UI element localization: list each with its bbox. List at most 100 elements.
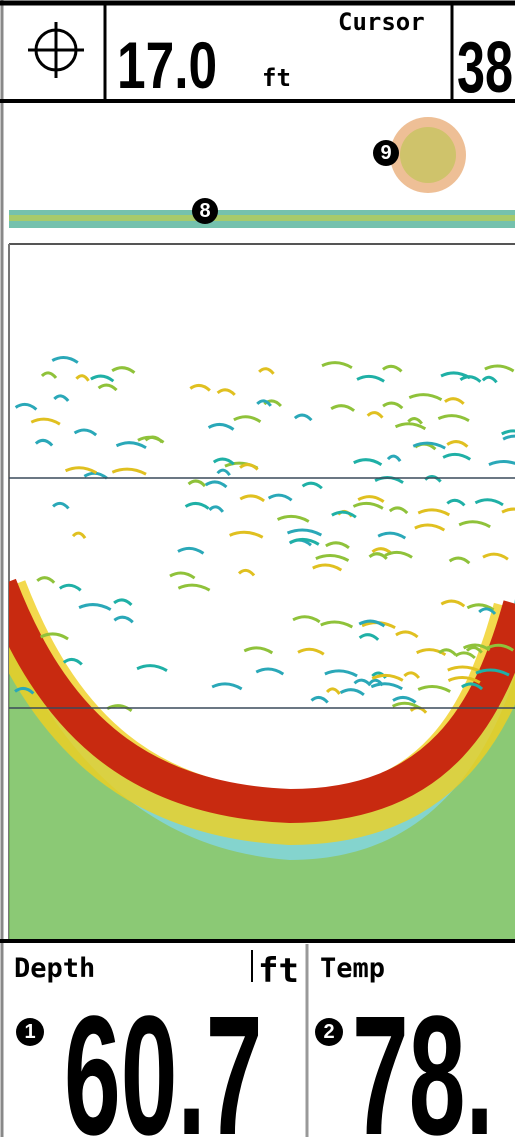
fish-arch	[325, 541, 350, 550]
fish-arch	[321, 361, 353, 370]
fish-school	[400, 127, 456, 183]
fish-arch	[75, 374, 90, 382]
fish-arch	[388, 506, 409, 515]
callout-marker	[16, 1018, 44, 1046]
fish-arch	[324, 669, 358, 678]
fish-arch	[438, 648, 457, 656]
fish-arch	[408, 393, 443, 402]
fish-arch	[315, 554, 350, 562]
fish-arch	[229, 530, 264, 539]
fish-arch	[256, 399, 272, 407]
fish-arch	[233, 415, 262, 424]
fish-arch	[312, 563, 343, 572]
cursor-value: 38	[457, 28, 513, 108]
fish-arch	[414, 523, 446, 532]
fish-arch	[187, 479, 207, 488]
fish-arch	[189, 384, 211, 392]
fish-arch	[466, 603, 495, 612]
fish-arch	[371, 673, 404, 682]
fish-arch	[301, 481, 323, 490]
fish-arch	[292, 615, 321, 624]
fish-arch	[370, 682, 403, 691]
fish-arch	[211, 682, 243, 691]
fish-arch	[444, 397, 465, 405]
fish-arch	[136, 664, 168, 673]
fish-arch	[62, 657, 83, 666]
fish-arch	[267, 493, 293, 502]
fish-arch	[169, 571, 196, 580]
callout-number: 2	[323, 1021, 334, 1043]
fish-arch	[368, 552, 388, 560]
fish-arch	[239, 494, 266, 503]
fish-arch	[216, 388, 236, 396]
fish-arch	[258, 367, 275, 375]
fish-arch	[357, 495, 385, 503]
fish-arch	[484, 364, 515, 373]
fish-arch	[78, 603, 112, 611]
callout-marker	[315, 1018, 343, 1046]
fish-arch	[115, 441, 147, 450]
fish-arch	[40, 371, 58, 379]
fish-arch	[366, 411, 384, 419]
fish-arch	[184, 502, 210, 510]
readout-value: 78.	[352, 980, 494, 1137]
fish-arch	[255, 667, 285, 676]
fish-arch	[353, 458, 383, 467]
fish-arch	[417, 508, 451, 517]
fish-arch	[462, 643, 491, 652]
fish-arch	[97, 383, 118, 392]
fish-arch	[71, 531, 87, 540]
fish-arch	[407, 417, 423, 425]
fish-arch	[446, 498, 466, 507]
fish-arch	[111, 467, 147, 476]
fish-arch	[377, 531, 407, 540]
fish-arch	[310, 695, 329, 704]
fish-arch	[358, 619, 386, 628]
fish-arch	[458, 520, 491, 529]
fish-arch	[239, 463, 259, 471]
fish-arch	[90, 374, 115, 383]
fish-arch	[356, 374, 385, 383]
fish-arch	[113, 615, 134, 624]
fish-arch	[474, 498, 504, 507]
fish-arch	[394, 422, 427, 431]
fish-arch	[276, 514, 310, 523]
fish-arch	[353, 678, 372, 687]
readout-label: Temp	[320, 953, 385, 984]
fish-arch	[34, 438, 54, 447]
cursor-label: Cursor	[338, 8, 425, 36]
fish-arch	[207, 423, 235, 431]
fish-arch	[416, 648, 447, 657]
surface-clutter	[9, 215, 515, 221]
fish-arch	[331, 510, 357, 519]
fish-arch	[488, 460, 515, 467]
fish-arch	[286, 528, 323, 537]
fish-arch	[14, 402, 38, 411]
fish-arch	[461, 682, 484, 691]
fish-arch	[392, 695, 417, 704]
fish-arch	[358, 633, 380, 641]
fish-arch	[465, 646, 483, 654]
fish-arch	[395, 630, 419, 639]
bottom-clutter	[9, 640, 515, 940]
fish-arch	[58, 583, 82, 592]
fish-arch	[36, 576, 56, 584]
callout-marker	[192, 198, 218, 224]
fish-arch	[320, 620, 354, 629]
fish-arch	[237, 568, 256, 577]
fish-arch	[437, 414, 470, 422]
fish-arch	[440, 371, 471, 380]
callout-number: 8	[199, 200, 210, 222]
readout-label: Depth	[14, 953, 95, 984]
fish-arch	[417, 685, 451, 693]
callout-marker	[373, 140, 399, 166]
sonar-returns	[9, 356, 515, 940]
readout-value: 60.7	[64, 980, 263, 1137]
fish-arch	[442, 452, 472, 461]
crosshair-icon	[28, 22, 84, 78]
fish-arch	[485, 643, 514, 652]
fish-arch	[208, 505, 225, 513]
fish-arch	[113, 598, 133, 607]
